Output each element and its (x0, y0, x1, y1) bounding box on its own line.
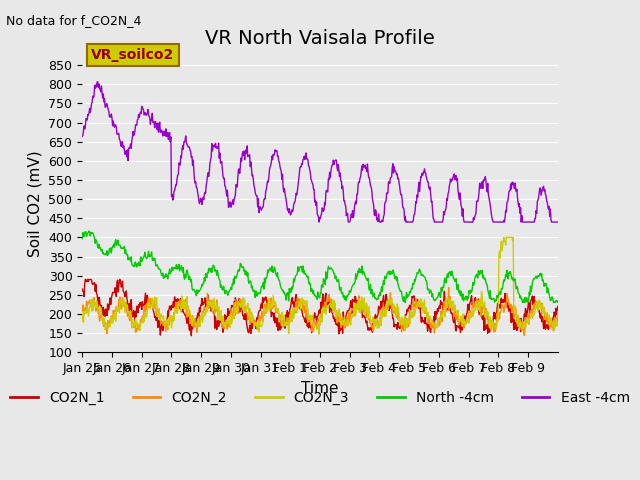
Title: VR North Vaisala Profile: VR North Vaisala Profile (205, 29, 435, 48)
Text: No data for f_CO2N_4: No data for f_CO2N_4 (6, 14, 142, 27)
Text: VR_soilco2: VR_soilco2 (91, 48, 174, 62)
Y-axis label: Soil CO2 (mV): Soil CO2 (mV) (28, 151, 43, 257)
X-axis label: Time: Time (301, 381, 339, 396)
Legend: CO2N_1, CO2N_2, CO2N_3, North -4cm, East -4cm: CO2N_1, CO2N_2, CO2N_3, North -4cm, East… (4, 385, 636, 410)
